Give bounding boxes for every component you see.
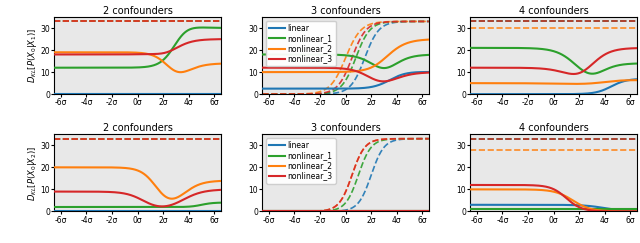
Title: 3 confounders: 3 confounders bbox=[311, 6, 380, 16]
Title: 3 confounders: 3 confounders bbox=[311, 123, 380, 133]
Legend: linear, nonlinear_1, nonlinear_2, nonlinear_3: linear, nonlinear_1, nonlinear_2, nonlin… bbox=[266, 21, 336, 66]
Title: 4 confounders: 4 confounders bbox=[519, 123, 588, 133]
Title: 4 confounders: 4 confounders bbox=[519, 6, 588, 16]
Y-axis label: $D_{KL}[P(X_0|X_2)]$: $D_{KL}[P(X_0|X_2)]$ bbox=[26, 145, 39, 200]
Title: 2 confounders: 2 confounders bbox=[102, 6, 173, 16]
Y-axis label: $D_{KL}[P(X_0|X_1)]$: $D_{KL}[P(X_0|X_1)]$ bbox=[26, 28, 39, 83]
Legend: linear, nonlinear_1, nonlinear_2, nonlinear_3: linear, nonlinear_1, nonlinear_2, nonlin… bbox=[266, 138, 336, 184]
Title: 2 confounders: 2 confounders bbox=[102, 123, 173, 133]
